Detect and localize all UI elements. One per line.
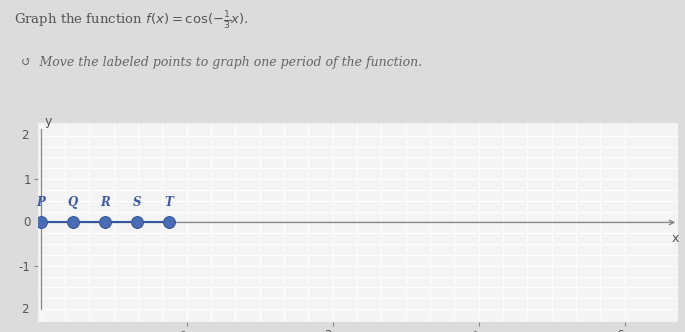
Text: y: y [45,115,52,128]
Text: 2: 2 [21,129,29,142]
Text: R: R [100,196,110,208]
Text: x: x [672,232,679,245]
Text: Graph the function $f(x) = \cos(-\frac{1}{3}x)$.: Graph the function $f(x) = \cos(-\frac{1… [14,10,249,32]
Text: 0: 0 [23,216,31,229]
Text: S: S [133,196,141,208]
Text: 2: 2 [21,302,29,315]
Text: Q: Q [68,196,78,208]
Text: ↺  Move the labeled points to graph one period of the function.: ↺ Move the labeled points to graph one p… [21,56,422,69]
Text: T: T [164,196,173,208]
Text: P: P [36,196,45,208]
